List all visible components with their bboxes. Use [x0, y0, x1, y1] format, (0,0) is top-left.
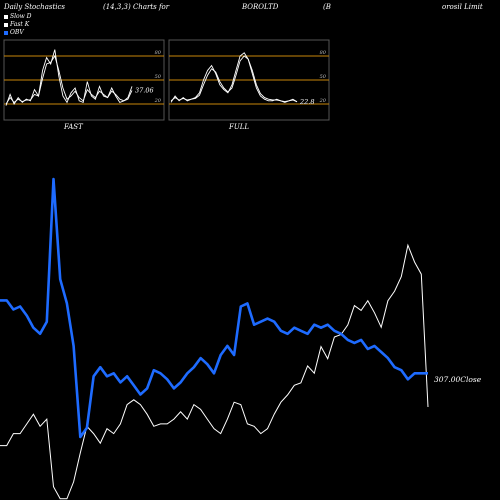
close-value-label: 307.00Close: [434, 375, 482, 384]
legend-label: OBV: [10, 29, 24, 36]
legend-slow-d: Slow D: [4, 13, 32, 20]
last-value-label: 22.8: [299, 98, 314, 106]
tick-label: 50: [155, 74, 162, 80]
last-value-label: 37.06: [135, 86, 154, 94]
panel-label: FAST: [63, 123, 84, 131]
price-obv-panel: 307.00Close: [0, 177, 482, 500]
obv-line: [0, 177, 428, 439]
legend-swatch: [4, 14, 8, 19]
company-name-start: (B: [323, 3, 331, 11]
chart-params: (14,3,3) Charts for: [103, 3, 170, 11]
symbol-label: BOROLTD: [242, 3, 279, 11]
legend-swatch: [4, 22, 8, 27]
tick-label: 80: [155, 50, 162, 56]
legend-obv: OBV: [4, 29, 24, 36]
tick-label: 20: [154, 98, 162, 104]
full-stochastic-panel: 20 50 80 22.8 FULL: [168, 39, 330, 131]
legend-label: Fast K: [10, 21, 30, 28]
legend-label: Slow D: [10, 13, 32, 20]
tick-label: 50: [320, 74, 327, 80]
legend-swatch: [4, 30, 8, 35]
fast-k-line: [5, 49, 133, 106]
company-name-end: orosil Limit: [442, 3, 483, 11]
tick-label: 80: [320, 50, 327, 56]
fast-stochastic-panel: 20 50 80 37.06 FAST: [3, 39, 165, 131]
legend-fast-k: Fast K: [4, 21, 29, 28]
tick-label: 20: [319, 98, 327, 104]
fast-k-line: [170, 52, 298, 103]
panel-label: FULL: [228, 123, 249, 131]
chart-title: Daily Stochastics: [4, 3, 66, 11]
close-price-line: [0, 243, 429, 500]
